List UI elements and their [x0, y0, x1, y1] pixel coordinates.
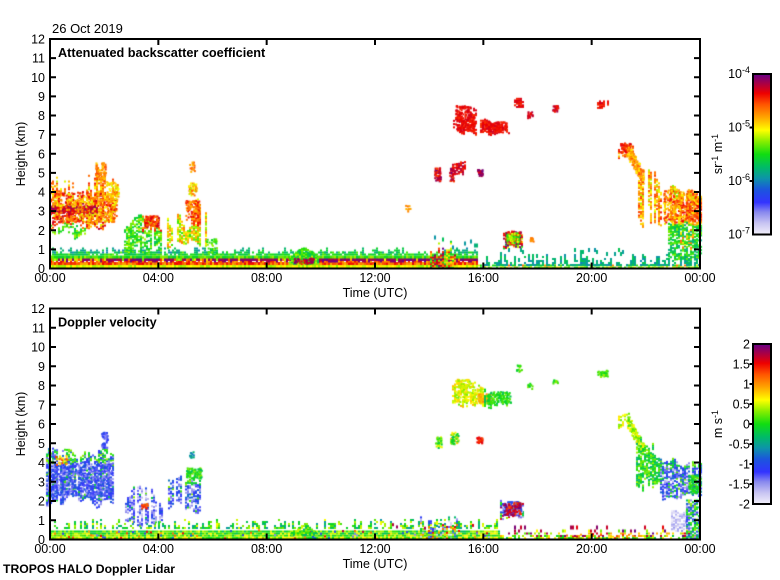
- svg-text:-1: -1: [739, 458, 750, 472]
- svg-text:12: 12: [31, 33, 45, 47]
- svg-text:0: 0: [38, 533, 45, 547]
- svg-text:0.5: 0.5: [733, 398, 750, 412]
- svg-text:12: 12: [31, 302, 45, 316]
- svg-text:1: 1: [38, 243, 45, 257]
- svg-text:00:00: 00:00: [684, 271, 715, 285]
- svg-text:0: 0: [38, 262, 45, 276]
- svg-text:9: 9: [38, 360, 45, 374]
- svg-text:8: 8: [38, 379, 45, 393]
- svg-text:20:00: 20:00: [576, 542, 607, 556]
- svg-text:00:00: 00:00: [684, 542, 715, 556]
- svg-text:9: 9: [38, 90, 45, 104]
- svg-text:11: 11: [32, 52, 45, 66]
- svg-text:6: 6: [38, 418, 45, 432]
- svg-text:3: 3: [38, 205, 45, 219]
- svg-text:04:00: 04:00: [143, 542, 174, 556]
- svg-text:7: 7: [38, 128, 45, 142]
- svg-text:12:00: 12:00: [359, 542, 390, 556]
- svg-text:10-4: 10-4: [728, 65, 750, 81]
- svg-text:26 Oct 2019: 26 Oct 2019: [52, 21, 123, 36]
- svg-text:Height (km): Height (km): [14, 392, 28, 457]
- svg-text:-0.5: -0.5: [728, 438, 750, 452]
- svg-text:-2: -2: [739, 498, 750, 512]
- svg-text:16:00: 16:00: [468, 271, 499, 285]
- svg-text:00:00: 00:00: [34, 271, 65, 285]
- svg-text:16:00: 16:00: [468, 542, 499, 556]
- svg-text:-1.5: -1.5: [728, 478, 750, 492]
- svg-text:10-7: 10-7: [728, 226, 750, 242]
- svg-text:0: 0: [743, 418, 750, 432]
- svg-text:Time (UTC): Time (UTC): [343, 286, 408, 300]
- svg-text:7: 7: [38, 398, 45, 412]
- svg-text:3: 3: [38, 475, 45, 489]
- svg-text:1: 1: [38, 514, 45, 528]
- svg-text:08:00: 08:00: [251, 271, 282, 285]
- svg-text:8: 8: [38, 109, 45, 123]
- svg-text:5: 5: [38, 437, 45, 451]
- svg-text:m s-1: m s-1: [710, 410, 725, 438]
- svg-text:Attenuated backscatter coeffic: Attenuated backscatter coefficient: [58, 46, 266, 60]
- svg-text:11: 11: [32, 321, 45, 335]
- svg-text:12:00: 12:00: [359, 271, 390, 285]
- svg-text:10: 10: [31, 71, 45, 85]
- svg-text:2: 2: [743, 338, 750, 352]
- svg-text:10-5: 10-5: [728, 119, 750, 135]
- svg-text:08:00: 08:00: [251, 542, 282, 556]
- svg-text:4: 4: [38, 186, 45, 200]
- svg-text:2: 2: [38, 224, 45, 238]
- svg-text:1: 1: [743, 378, 750, 392]
- svg-text:10: 10: [31, 341, 45, 355]
- svg-text:5: 5: [38, 166, 45, 180]
- svg-text:4: 4: [38, 456, 45, 470]
- svg-text:Doppler velocity: Doppler velocity: [58, 316, 157, 330]
- svg-text:20:00: 20:00: [576, 271, 607, 285]
- svg-text:10-6: 10-6: [728, 172, 750, 188]
- svg-text:04:00: 04:00: [143, 271, 174, 285]
- svg-text:sr-1 m-1: sr-1 m-1: [710, 134, 725, 174]
- svg-text:2: 2: [38, 495, 45, 509]
- svg-text:Time (UTC): Time (UTC): [343, 557, 408, 571]
- svg-text:1.5: 1.5: [733, 358, 750, 372]
- svg-text:Height (km): Height (km): [14, 122, 28, 187]
- svg-text:6: 6: [38, 147, 45, 161]
- svg-text:00:00: 00:00: [34, 542, 65, 556]
- svg-text:TROPOS HALO Doppler Lidar: TROPOS HALO Doppler Lidar: [3, 562, 175, 576]
